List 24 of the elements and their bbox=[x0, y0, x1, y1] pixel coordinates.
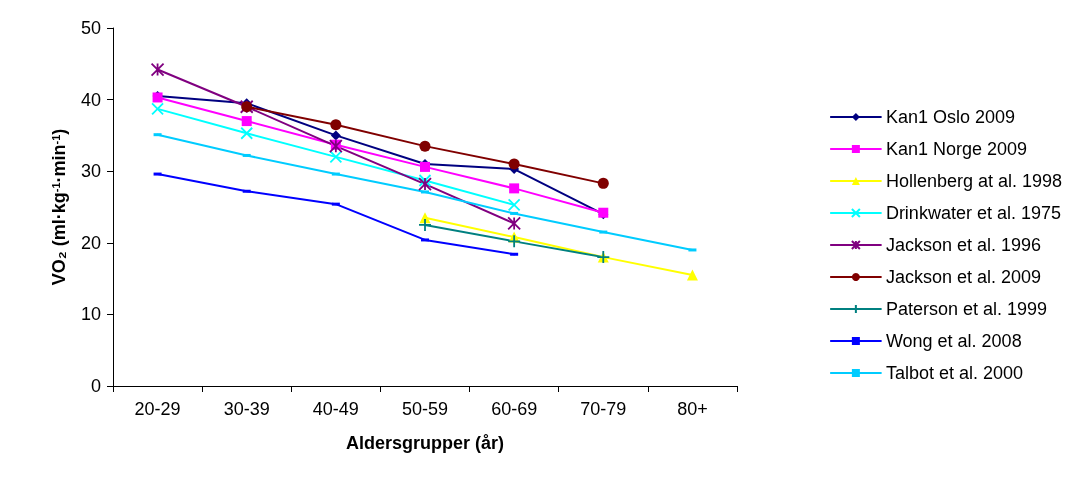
y-tick-label: 10 bbox=[80, 304, 101, 325]
y-tick-label: 30 bbox=[80, 161, 101, 182]
y-axis-title: VO₂ (ml·kg-1·min-1) bbox=[49, 128, 69, 286]
y-tick-label: 50 bbox=[80, 18, 101, 38]
x-tick-label: 50-59 bbox=[401, 399, 449, 419]
x-tick-label: 40-49 bbox=[312, 399, 359, 419]
x-tick-label: 30-39 bbox=[223, 399, 270, 419]
y-tick-label: 40 bbox=[80, 89, 101, 110]
legend-label: Wong et al. 2008 bbox=[885, 331, 1022, 351]
x-tick-label: 20-29 bbox=[134, 399, 181, 419]
legend-label: Hollenberg at al. 1998 bbox=[885, 171, 1062, 191]
legend-label: Kan1 Oslo 2009 bbox=[885, 107, 1015, 127]
legend-label: Kan1 Norge 2009 bbox=[885, 139, 1027, 159]
legend-label: Talbot et al. 2000 bbox=[885, 363, 1023, 383]
x-tick-label: 70-79 bbox=[580, 399, 627, 419]
y-tick-label: 20 bbox=[80, 232, 101, 253]
legend-label: Paterson et al. 1999 bbox=[885, 299, 1047, 319]
legend-label: Drinkwater et al. 1975 bbox=[885, 203, 1061, 223]
x-tick-label: 60-69 bbox=[491, 399, 538, 419]
legend-label: Jackson et al. 1996 bbox=[885, 235, 1041, 255]
x-axis-title: Aldersgrupper (år) bbox=[345, 433, 505, 453]
legend-label: Jackson et al. 2009 bbox=[885, 267, 1041, 287]
x-tick-label: 80+ bbox=[677, 399, 708, 419]
y-tick-label: 0 bbox=[90, 376, 101, 396]
